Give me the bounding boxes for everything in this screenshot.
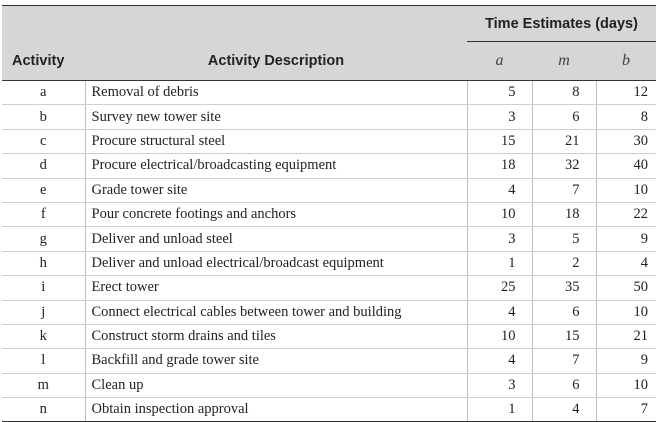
table-body: a Removal of debris 5 8 12 b Survey new tower … xyxy=(2,80,656,422)
a-estimate-cell: 15 xyxy=(467,129,533,155)
description-cell: Erect tower xyxy=(85,275,468,301)
a-estimate-cell: 5 xyxy=(467,80,533,106)
activity-cell: g xyxy=(2,226,86,252)
b-estimate-cell: 22 xyxy=(596,202,656,228)
table-row: f Pour concrete footings and anchors 10 18 2… xyxy=(2,202,656,228)
table-row: c Procure structural steel 15 21 30 xyxy=(2,129,656,155)
table-row: e Grade tower site 4 7 10 xyxy=(2,178,656,203)
activity-cell: f xyxy=(2,202,86,228)
m-estimate-cell: 7 xyxy=(532,178,597,203)
m-estimate-cell: 4 xyxy=(532,397,597,422)
description-column-header: Activity Description xyxy=(85,41,467,81)
a-estimate-cell: 25 xyxy=(467,275,533,301)
description-cell: Obtain inspection approval xyxy=(85,397,468,422)
table-row: m Clean up 3 6 10 xyxy=(2,373,656,399)
activity-time-estimates-table: Time Estimates (days) Activity Activity … xyxy=(2,5,656,422)
activity-cell: m xyxy=(2,373,86,399)
m-estimate-cell: 21 xyxy=(532,129,597,155)
a-estimate-cell: 1 xyxy=(467,251,533,277)
a-estimate-cell: 4 xyxy=(467,300,533,325)
b-estimate-cell: 10 xyxy=(596,373,656,399)
m-estimate-cell: 32 xyxy=(532,153,597,179)
b-estimate-cell: 9 xyxy=(596,348,656,374)
most-likely-m-column-header: m xyxy=(532,41,596,81)
description-cell: Procure electrical/broadcasting equipmen… xyxy=(85,153,468,179)
description-cell: Clean up xyxy=(85,373,468,399)
table-row: a Removal of debris 5 8 12 xyxy=(2,80,656,106)
m-estimate-cell: 18 xyxy=(532,202,597,228)
m-estimate-cell: 7 xyxy=(532,348,597,374)
description-cell: Survey new tower site xyxy=(85,104,468,130)
table-row: l Backfill and grade tower site 4 7 9 xyxy=(2,348,656,374)
m-estimate-cell: 6 xyxy=(532,373,597,399)
a-estimate-cell: 3 xyxy=(467,373,533,399)
b-estimate-cell: 10 xyxy=(596,178,656,203)
table-row: h Deliver and unload electrical/broadcast… xyxy=(2,251,656,277)
table-row: d Procure electrical/broadcasting equipme… xyxy=(2,153,656,179)
page: Time Estimates (days) Activity Activity … xyxy=(2,5,656,422)
pessimistic-b-column-header: b xyxy=(596,41,656,81)
b-estimate-cell: 12 xyxy=(596,80,656,106)
b-estimate-cell: 4 xyxy=(596,251,656,277)
a-estimate-cell: 1 xyxy=(467,397,533,422)
description-cell: Backfill and grade tower site xyxy=(85,348,468,374)
m-estimate-cell: 8 xyxy=(532,80,597,106)
table-row: b Survey new tower site 3 6 8 xyxy=(2,104,656,130)
description-cell: Connect electrical cables between tower … xyxy=(85,300,468,325)
table-row: n Obtain inspection approval 1 4 7 xyxy=(2,397,656,422)
description-cell: Removal of debris xyxy=(85,80,468,106)
description-cell: Construct storm drains and tiles xyxy=(85,324,468,350)
header-spacer-activity xyxy=(2,5,85,42)
activity-cell: c xyxy=(2,129,86,155)
description-cell: Procure structural steel xyxy=(85,129,468,155)
table-row: i Erect tower 25 35 50 xyxy=(2,275,656,301)
a-estimate-cell: 4 xyxy=(467,348,533,374)
a-estimate-cell: 3 xyxy=(467,226,533,252)
description-cell: Pour concrete footings and anchors xyxy=(85,202,468,228)
a-estimate-cell: 3 xyxy=(467,104,533,130)
b-estimate-cell: 40 xyxy=(596,153,656,179)
m-estimate-cell: 6 xyxy=(532,300,597,325)
b-estimate-cell: 7 xyxy=(596,397,656,422)
table-row: g Deliver and unload steel 3 5 9 xyxy=(2,226,656,252)
activity-cell: b xyxy=(2,104,86,130)
activity-column-header: Activity xyxy=(2,41,85,81)
time-estimates-group-header: Time Estimates (days) xyxy=(467,5,656,42)
b-estimate-cell: 9 xyxy=(596,226,656,252)
b-estimate-cell: 21 xyxy=(596,324,656,350)
a-estimate-cell: 10 xyxy=(467,324,533,350)
a-estimate-cell: 18 xyxy=(467,153,533,179)
table-header: Time Estimates (days) Activity Activity … xyxy=(2,5,656,81)
a-estimate-cell: 4 xyxy=(467,178,533,203)
description-cell: Grade tower site xyxy=(85,178,468,203)
activity-cell: i xyxy=(2,275,86,301)
m-estimate-cell: 2 xyxy=(532,251,597,277)
m-estimate-cell: 5 xyxy=(532,226,597,252)
m-estimate-cell: 6 xyxy=(532,104,597,130)
activity-cell: d xyxy=(2,153,86,179)
b-estimate-cell: 50 xyxy=(596,275,656,301)
activity-cell: n xyxy=(2,397,86,422)
activity-cell: l xyxy=(2,348,86,374)
table-row: k Construct storm drains and tiles 10 15 21 xyxy=(2,324,656,350)
description-cell: Deliver and unload electrical/broadcast … xyxy=(85,251,468,277)
description-cell: Deliver and unload steel xyxy=(85,226,468,252)
activity-cell: a xyxy=(2,80,86,106)
activity-cell: k xyxy=(2,324,86,350)
m-estimate-cell: 35 xyxy=(532,275,597,301)
header-spacer-description xyxy=(85,5,467,42)
optimistic-a-column-header: a xyxy=(467,41,532,81)
table-row: j Connect electrical cables between tower… xyxy=(2,300,656,325)
activity-cell: e xyxy=(2,178,86,203)
m-estimate-cell: 15 xyxy=(532,324,597,350)
activity-cell: h xyxy=(2,251,86,277)
a-estimate-cell: 10 xyxy=(467,202,533,228)
activity-cell: j xyxy=(2,300,86,325)
b-estimate-cell: 30 xyxy=(596,129,656,155)
b-estimate-cell: 8 xyxy=(596,104,656,130)
b-estimate-cell: 10 xyxy=(596,300,656,325)
